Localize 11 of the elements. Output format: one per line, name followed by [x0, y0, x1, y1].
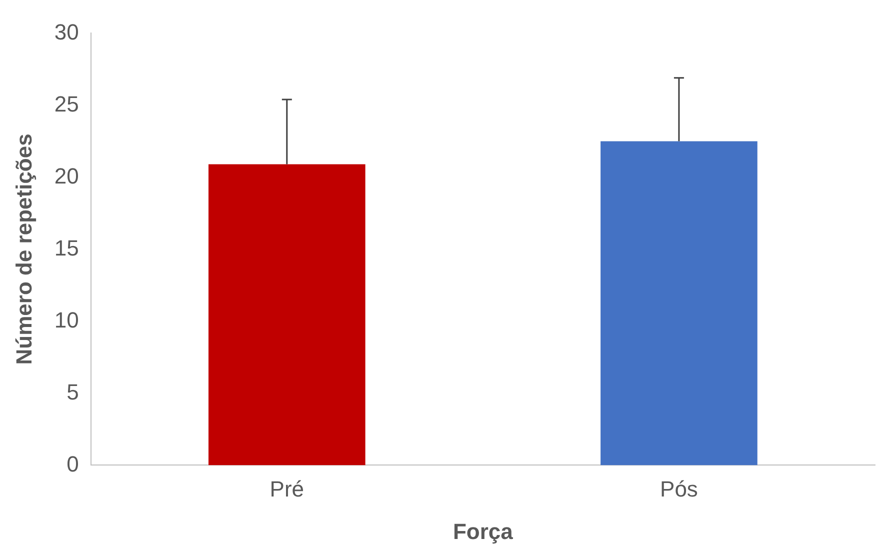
y-tick-label: 5: [66, 379, 79, 404]
y-tick-label: 15: [54, 235, 79, 260]
x-axis-title: Força: [452, 518, 514, 544]
y-tick-label: 30: [54, 19, 79, 44]
x-tick-label: Pós: [660, 476, 698, 502]
y-tick-label: 10: [54, 307, 79, 332]
y-axis-title: Número de repetições: [11, 134, 36, 365]
y-tick-label: 20: [54, 163, 79, 188]
y-tick-label: 0: [66, 451, 79, 476]
x-tick-label: Pré: [270, 476, 304, 502]
y-tick-label: 25: [54, 91, 79, 116]
